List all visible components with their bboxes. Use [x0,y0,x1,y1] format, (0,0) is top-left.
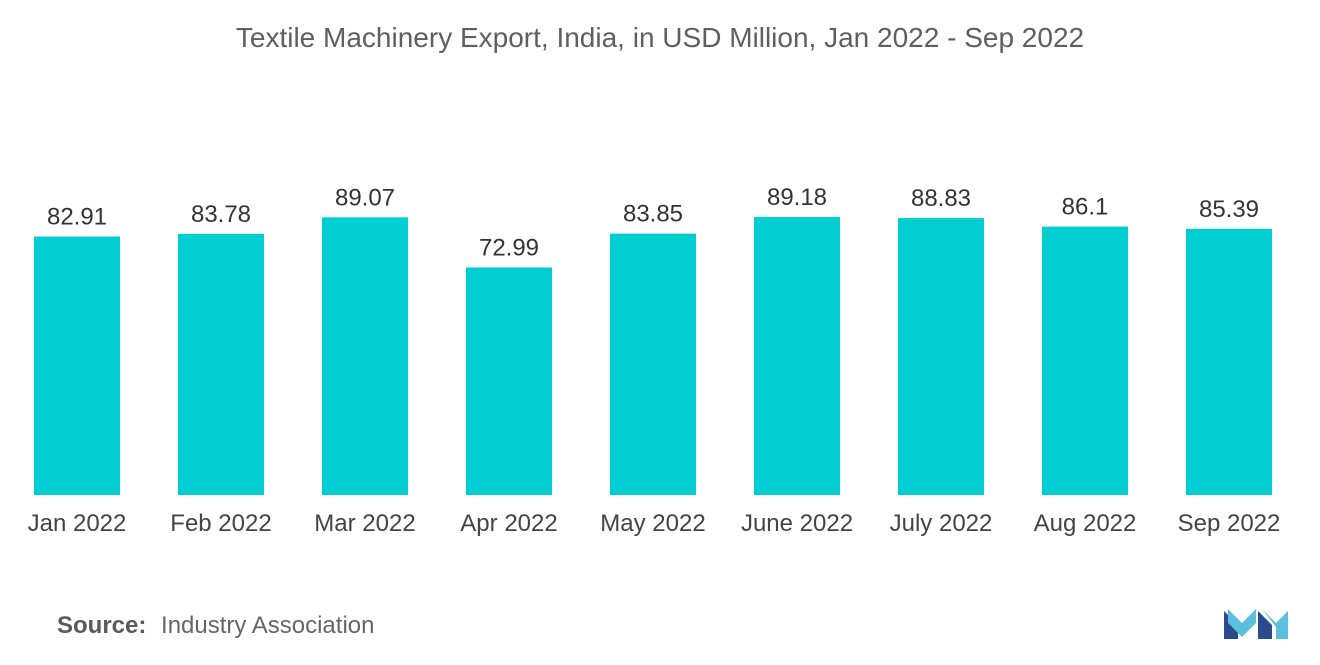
mordor-intelligence-logo-icon [1224,609,1288,639]
x-tick-label: Jan 2022 [28,510,127,537]
x-tick-label: Aug 2022 [1034,510,1137,537]
bar-chart: 82.91 Jan 2022 83.78 Feb 2022 89.07 Mar 2022 7… [28,184,1281,537]
x-tick-label: May 2022 [600,510,705,537]
bar-5 [754,217,840,495]
bar-value-label: 83.78 [191,201,251,228]
bar-8 [1186,228,1272,496]
x-tick-label: July 2022 [890,510,993,537]
bar-value-label: 89.18 [767,184,827,211]
x-tick-label: June 2022 [741,510,853,537]
source-label: Source: [57,612,147,639]
source-note: Source: Industry Association [57,612,374,640]
bar-value-label: 85.39 [1199,196,1259,223]
bar-4 [610,233,696,495]
bar-value-label: 72.99 [479,234,539,261]
bar-6 [898,218,984,495]
x-tick-label: Apr 2022 [460,510,557,537]
bar-value-label: 88.83 [911,185,971,212]
x-tick-label: Mar 2022 [314,510,415,537]
chart-title: Textile Machinery Export, India, in USD … [235,22,1085,53]
bar-value-label: 82.91 [47,204,107,231]
bar-value-label: 83.85 [623,201,683,228]
bar-0 [34,236,120,495]
bar-value-label: 86.1 [1062,194,1109,221]
x-tick-label: Feb 2022 [170,510,271,537]
bar-2 [322,217,408,495]
x-tick-label: Sep 2022 [1178,510,1281,537]
source-text: Industry Association [161,612,375,639]
bar-value-label: 89.07 [335,184,395,211]
bar-7 [1042,226,1128,495]
bar-1 [178,233,264,495]
bar-3 [466,267,552,495]
